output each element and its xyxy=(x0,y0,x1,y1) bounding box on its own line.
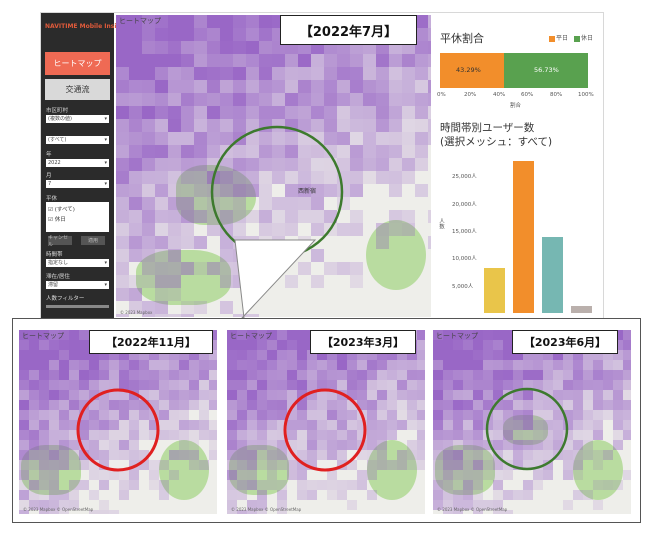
y-tick-label: 10,000人 xyxy=(452,256,477,263)
filter-select-city[interactable]: (複数の値) xyxy=(46,115,109,123)
date-label-2023-03: 【2023年3月】 xyxy=(310,330,416,354)
filter-select-month[interactable]: 7 xyxy=(46,180,109,188)
park-label: 西新宿 xyxy=(298,188,317,195)
park-area xyxy=(573,440,623,500)
filter-select-area[interactable]: (すべて) xyxy=(46,136,109,144)
heatmap-2023-03[interactable]: ヒートマップ © 2023 Mapbox © OpenStreetMap xyxy=(227,330,425,514)
apply-button[interactable]: 適用 xyxy=(81,236,105,245)
ratio-axis-tick: 100% xyxy=(578,92,594,98)
ratio-axis-tick: 20% xyxy=(464,92,477,98)
sidebar: NAVITIME Mobile Insight ヒートマップ 交通流 市区町村 … xyxy=(41,13,128,319)
main-map-title: ヒートマップ xyxy=(119,17,161,25)
park-area-meiji xyxy=(136,250,231,305)
filter-label-year: 年 xyxy=(46,152,52,158)
ratio-label-weekday: 43.29% xyxy=(456,66,481,74)
callout-pointer xyxy=(234,239,317,319)
park-area xyxy=(159,440,209,500)
people-filter-slider[interactable] xyxy=(46,305,109,308)
ratio-chart-title: 平休割合 xyxy=(440,32,484,45)
checkbox-holiday[interactable]: ☑ 休日 xyxy=(48,217,66,223)
filter-label-city: 市区町村 xyxy=(46,108,69,114)
ratio-axis-tick: 60% xyxy=(521,92,534,98)
date-label-2023-06: 【2023年6月】 xyxy=(512,330,618,354)
weekday-checkbox-panel: ☑ (すべて) ☑ 休日 xyxy=(46,202,109,232)
time-filter-select[interactable]: 指定なし xyxy=(46,259,109,267)
heatmap-2022-11[interactable]: ヒートマップ © 2023 Mapbox © OpenStreetMap xyxy=(19,330,217,514)
heatmap-2023-06[interactable]: ヒートマップ © 2023 Mapbox © OpenStreetMap xyxy=(433,330,631,514)
hourly-chart-subtitle: (選択メッシュ：すべて) xyxy=(440,136,553,148)
small-map-title: ヒートマップ xyxy=(22,332,64,340)
checkbox-holiday-label: 休日 xyxy=(54,217,66,223)
bottom-circles xyxy=(76,387,569,472)
y-tick-label: 25,000人 xyxy=(452,174,477,181)
map-copyright: © 2023 Mapbox © OpenStreetMap xyxy=(231,507,302,512)
date-label-2022-11: 【2022年11月】 xyxy=(89,330,213,354)
park-area-yoyogi xyxy=(366,220,426,290)
ratio-axis-title: 割合 xyxy=(510,103,522,109)
stay-filter-select[interactable]: 滞留 xyxy=(46,281,109,289)
small-map-title: ヒートマップ xyxy=(230,332,272,340)
stay-filter-label: 滞在/居住 xyxy=(46,274,70,280)
checkbox-all-label: (すべて) xyxy=(54,207,75,213)
ratio-legend: 平日 休日 xyxy=(545,33,593,42)
hourly-bar[interactable] xyxy=(484,267,505,313)
ratio-label-holiday: 56.73% xyxy=(534,66,559,74)
park-area xyxy=(367,440,417,500)
main-heatmap[interactable]: ヒートマップ 西新宿 © 2023 Mapbox xyxy=(116,15,431,317)
legend-holiday: 休日 xyxy=(580,35,593,42)
cancel-button[interactable]: キャンセル xyxy=(48,235,72,248)
hourly-bar[interactable] xyxy=(571,305,592,313)
comparison-panel: ヒートマップ © 2023 Mapbox © OpenStreetMap ヒート… xyxy=(12,318,641,523)
ratio-axis-tick: 80% xyxy=(550,92,563,98)
app-logo: NAVITIME Mobile Insight xyxy=(45,23,128,30)
hourly-chart: 5,000人 10,000人 15,000人 20,000人 25,000人 xyxy=(440,150,600,315)
ratio-axis-tick: 0% xyxy=(437,92,446,98)
hourly-chart-title-text: 時間帯別ユーザー数 xyxy=(440,122,535,134)
filter-select-year[interactable]: 2022 xyxy=(46,159,109,167)
small-map-title: ヒートマップ xyxy=(436,332,478,340)
legend-weekday: 平日 xyxy=(556,35,569,42)
hourly-chart-title: 時間帯別ユーザー数 (選択メッシュ：すべて) xyxy=(440,121,552,149)
map-copyright: © 2023 Mapbox xyxy=(120,310,153,315)
filter-label-month: 月 xyxy=(46,173,52,179)
y-tick-label: 20,000人 xyxy=(452,201,477,208)
people-filter-label: 人数フィルター xyxy=(46,296,85,302)
ratio-bar: 43.29% 56.73% xyxy=(440,53,588,88)
ratio-axis-tick: 40% xyxy=(493,92,506,98)
legend-holiday-swatch xyxy=(573,35,580,42)
highlight-circle-2023-03 xyxy=(283,388,367,472)
map-copyright: © 2023 Mapbox © OpenStreetMap xyxy=(23,507,94,512)
time-filter-label: 時間帯 xyxy=(46,252,63,258)
heatmap-button[interactable]: ヒートマップ xyxy=(45,52,110,75)
weekday-filter-label: 平休 xyxy=(46,196,58,202)
traffic-flow-button[interactable]: 交通流 xyxy=(45,79,110,100)
hourly-chart-ylabel: 人数 xyxy=(438,218,444,229)
ratio-bar-weekday xyxy=(440,53,505,88)
highlight-circle-main xyxy=(210,125,344,259)
hourly-bar[interactable] xyxy=(542,236,563,313)
ratio-bar-holiday xyxy=(504,53,588,88)
y-tick-label: 15,000人 xyxy=(452,229,477,236)
y-tick-label: 5,000人 xyxy=(452,283,474,290)
date-label-main: 【2022年7月】 xyxy=(280,15,417,45)
highlight-circle-2023-06 xyxy=(485,387,569,471)
map-copyright: © 2023 Mapbox © OpenStreetMap xyxy=(437,507,508,512)
hourly-bar[interactable] xyxy=(513,161,534,313)
legend-weekday-swatch xyxy=(549,35,555,42)
checkbox-all[interactable]: ☑ (すべて) xyxy=(48,207,75,213)
highlight-circle-2022-11 xyxy=(76,388,160,472)
